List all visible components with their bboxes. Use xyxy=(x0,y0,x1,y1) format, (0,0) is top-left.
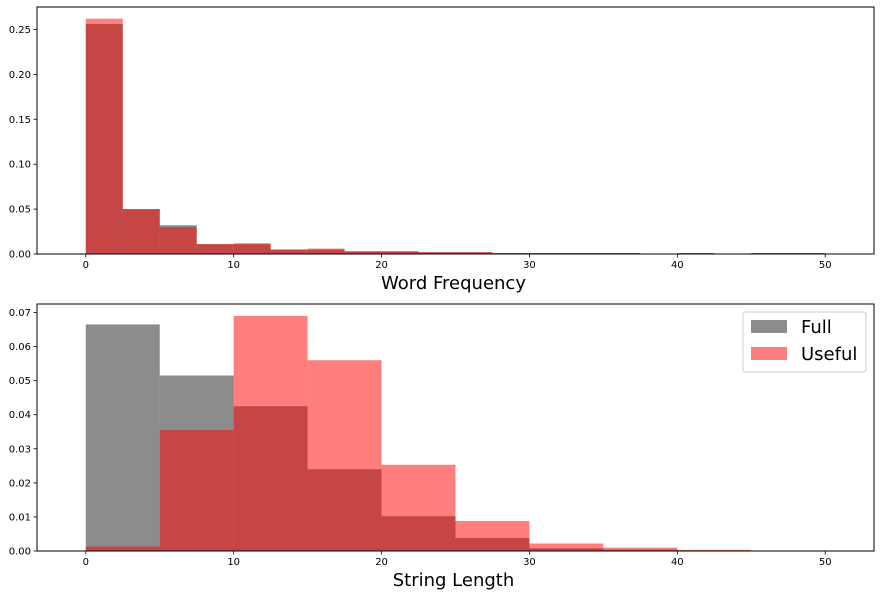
y-tick-label: 0.01 xyxy=(9,512,31,523)
y-tick-label: 0.00 xyxy=(9,547,31,558)
legend-label-full: Full xyxy=(801,317,832,338)
bar-series-1-2 xyxy=(159,227,197,254)
y-tick-label: 0.25 xyxy=(9,25,31,36)
x-tick-label: 50 xyxy=(819,557,832,568)
word-frequency-histogram: 0.00 0.05 0.10 0.15 0.20 0.25 0 10 20 30 40 50 Wor… xyxy=(9,6,875,294)
legend-swatch-useful xyxy=(751,347,787,360)
legend-swatch-full xyxy=(751,320,787,333)
bar-useful-3 xyxy=(307,360,382,551)
x-tick-label: 50 xyxy=(819,260,832,271)
y-tick-label: 0.02 xyxy=(9,478,31,489)
x-tick-label: 10 xyxy=(227,557,240,568)
bar-useful-8 xyxy=(677,549,752,551)
x-tick-label: 10 xyxy=(227,260,240,271)
y-tick-label: 0.07 xyxy=(9,308,31,319)
y-tick-label: 0.15 xyxy=(9,115,31,126)
axes-frame xyxy=(36,6,875,255)
y-tick-label: 0.05 xyxy=(9,205,31,216)
y-tick-label: 0.20 xyxy=(9,70,31,81)
bar-useful-1 xyxy=(159,430,234,551)
y-tick-label: 0.00 xyxy=(9,250,31,261)
x-tick-label: 40 xyxy=(671,557,684,568)
bar-series-1-0 xyxy=(85,18,123,255)
y-tick-label: 0.06 xyxy=(9,342,31,353)
bar-useful-5 xyxy=(455,521,530,551)
x-axis-title: Word Frequency xyxy=(381,273,526,294)
bar-series-1-9 xyxy=(418,252,456,254)
bar-series-1-5 xyxy=(270,249,308,254)
bar-series-1-4 xyxy=(233,243,271,254)
x-tick-label: 30 xyxy=(523,557,536,568)
legend-label-useful: Useful xyxy=(801,344,857,365)
bar-series-1-6 xyxy=(307,248,345,254)
y-tick-label: 0.03 xyxy=(9,444,31,455)
x-tick-label: 40 xyxy=(671,260,684,271)
x-axis-title: String Length xyxy=(393,570,515,591)
bar-useful-0 xyxy=(85,546,160,551)
bar-useful-4 xyxy=(381,464,456,551)
axes-frame xyxy=(36,303,875,552)
bar-series-1-7 xyxy=(344,251,382,254)
string-length-histogram: 0.00 0.01 0.02 0.03 0.04 0.05 0.06 0.07 0 10 20 30… xyxy=(9,303,875,591)
bar-series-1-10 xyxy=(455,252,493,254)
x-tick-label: 20 xyxy=(375,260,388,271)
y-tick-label: 0.05 xyxy=(9,376,31,387)
x-tick-label: 30 xyxy=(523,260,536,271)
bar-series-1-3 xyxy=(196,244,234,254)
y-tick-label: 0.10 xyxy=(9,160,31,171)
bar-series-1-8 xyxy=(381,251,419,254)
bar-useful-2 xyxy=(233,315,308,551)
bar-useful-6 xyxy=(529,543,604,551)
legend: Full Useful xyxy=(742,311,867,373)
bar-useful-7 xyxy=(603,547,678,551)
y-tick-label: 0.04 xyxy=(9,410,31,421)
bar-full-0 xyxy=(85,324,160,551)
bar-series-1-1 xyxy=(122,209,160,254)
x-tick-label: 0 xyxy=(83,557,89,568)
x-tick-label: 0 xyxy=(83,260,89,271)
x-tick-label: 20 xyxy=(375,557,388,568)
